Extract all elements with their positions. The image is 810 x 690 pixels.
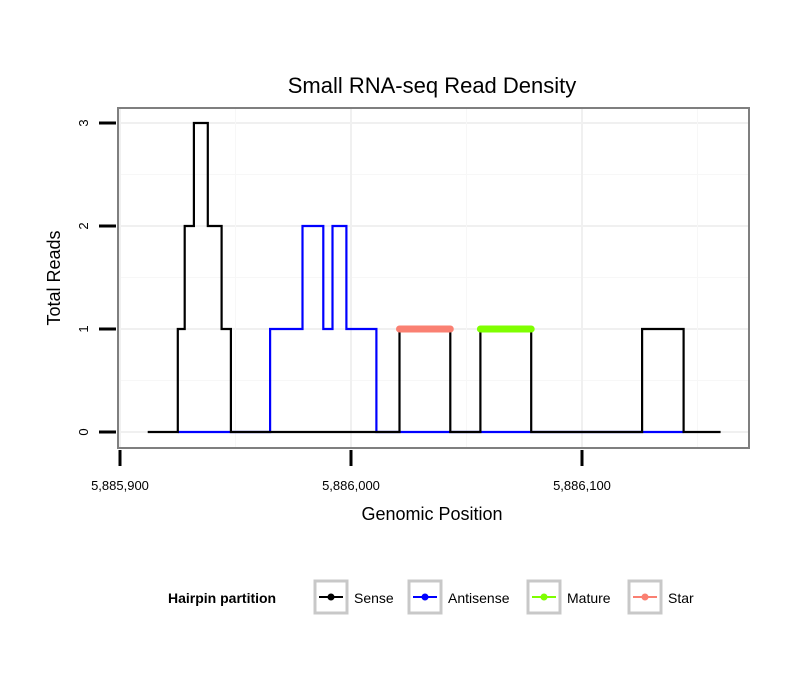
y-tick-label: 2 xyxy=(76,222,91,229)
legend-title: Hairpin partition xyxy=(168,590,276,606)
y-tick-label: 1 xyxy=(76,325,91,332)
plot-panel xyxy=(117,107,750,449)
y-axis-title: Total Reads xyxy=(44,230,64,325)
legend-label-mature: Mature xyxy=(567,590,611,606)
x-axis: 5,885,900 5,886,000 5,886,100 xyxy=(91,450,611,493)
y-tick-label: 0 xyxy=(76,428,91,435)
x-tick-label: 5,886,000 xyxy=(322,478,380,493)
y-tick-label: 3 xyxy=(76,119,91,126)
legend-entries: Sense Antisense Mature Star xyxy=(313,579,694,615)
legend-label-star: Star xyxy=(668,590,694,606)
y-axis: 0 1 2 3 xyxy=(76,119,116,436)
legend: Hairpin partition Sense Antisense Mature St… xyxy=(168,579,694,615)
legend-key-dot xyxy=(421,593,429,601)
series-layer xyxy=(147,121,721,434)
chart-title: Small RNA-seq Read Density xyxy=(288,73,577,98)
grid-lines xyxy=(118,108,749,448)
legend-label-sense: Sense xyxy=(354,590,394,606)
x-axis-title: Genomic Position xyxy=(361,504,502,524)
legend-key-dot xyxy=(327,593,335,601)
legend-key-dot xyxy=(641,593,649,601)
x-tick-label: 5,886,100 xyxy=(553,478,611,493)
x-tick-label: 5,885,900 xyxy=(91,478,149,493)
series-line-sense xyxy=(147,121,721,434)
legend-key-dot xyxy=(540,593,548,601)
series-line-antisense xyxy=(177,224,684,434)
legend-label-antisense: Antisense xyxy=(448,590,510,606)
